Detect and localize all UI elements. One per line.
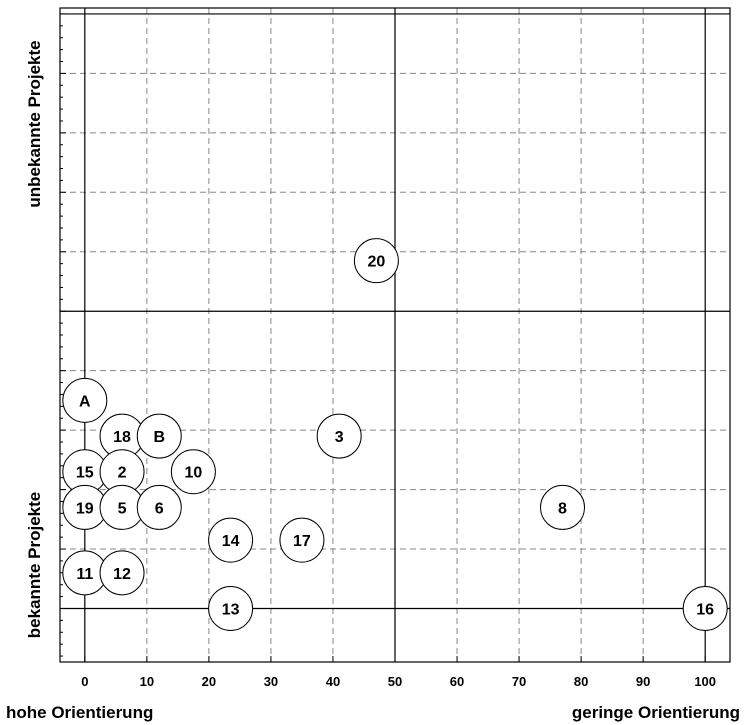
- bubble-label: 5: [118, 500, 127, 517]
- bubble-label: B: [153, 429, 165, 446]
- bubble-circle: [353, 238, 399, 284]
- bubble-label: 6: [155, 500, 164, 517]
- bubble-label: 17: [293, 533, 311, 550]
- bubble-label: 8: [558, 500, 567, 517]
- bubble-circle: [170, 449, 216, 495]
- bubble-14: 14: [208, 517, 254, 563]
- x-tick-label: 100: [694, 674, 716, 689]
- bubble-label: 14: [222, 533, 240, 550]
- bubble-circle: [208, 517, 254, 563]
- x-tick-label: 70: [512, 674, 526, 689]
- x-tick-label: 0: [81, 674, 88, 689]
- reference-lines: [60, 8, 730, 662]
- x-tick-label: 10: [140, 674, 154, 689]
- bubble-label: A: [79, 393, 91, 410]
- x-tick-label: 90: [636, 674, 650, 689]
- bubble-16: 16: [682, 585, 728, 631]
- data-points: A 18 B 3 15 2 10 19 5 6 8 14 17 11 12 13 16 20: [62, 238, 728, 631]
- bubble-6: 6: [136, 484, 182, 530]
- bubble-2: 2: [99, 449, 145, 495]
- bubble-label: 19: [76, 500, 94, 517]
- x-axis-label-right: geringe Orientierung: [572, 703, 740, 722]
- x-tick-label: 30: [264, 674, 278, 689]
- bubble-label: 2: [118, 465, 127, 482]
- x-axis: 0 10 20 30 40 50 60 70 80 90 100: [81, 656, 716, 689]
- y-axis-label-bottom: bekannte Projekte: [25, 492, 44, 638]
- x-tick-label: 20: [202, 674, 216, 689]
- bubble-10: 10: [170, 449, 216, 495]
- bubble-circle: [136, 484, 182, 530]
- bubble-11: 11: [62, 550, 108, 596]
- x-tick-label: 40: [326, 674, 340, 689]
- bubble-circle: [540, 484, 585, 530]
- bubble-b: B: [136, 413, 182, 459]
- bubble-circle: [316, 413, 362, 459]
- bubble-circle: [279, 517, 325, 563]
- bubble-a: A: [62, 377, 108, 423]
- bubble-8: 8: [540, 484, 585, 530]
- bubble-label: 11: [76, 566, 93, 583]
- y-axis-label-top: unbekannte Projekte: [25, 40, 44, 207]
- x-tick-label: 80: [574, 674, 588, 689]
- bubble-20: 20: [353, 238, 399, 284]
- bubble-label: 3: [335, 429, 344, 446]
- bubble-label: 16: [696, 601, 714, 618]
- x-axis-label-left: hohe Orientierung: [6, 703, 153, 722]
- bubble-13: 13: [208, 585, 254, 631]
- bubble-15: 15: [62, 449, 108, 495]
- bubble-17: 17: [279, 517, 325, 563]
- bubble-label: 10: [184, 465, 202, 482]
- bubble-circle: [136, 413, 182, 459]
- bubble-label: 13: [222, 601, 240, 618]
- x-tick-label: 60: [450, 674, 464, 689]
- bubble-label: 15: [76, 465, 94, 482]
- bubble-label: 18: [113, 429, 131, 446]
- bubble-3: 3: [316, 413, 362, 459]
- y-minor-ticks: [60, 13, 66, 657]
- bubble-label: 12: [113, 566, 131, 583]
- bubble-circle: [62, 377, 108, 423]
- bubble-12: 12: [99, 550, 145, 596]
- bubble-circle: [682, 585, 728, 631]
- bubble-circle: [99, 550, 145, 596]
- x-tick-label: 50: [388, 674, 402, 689]
- bubble-label: 20: [367, 254, 385, 271]
- bubble-circle: [208, 585, 254, 631]
